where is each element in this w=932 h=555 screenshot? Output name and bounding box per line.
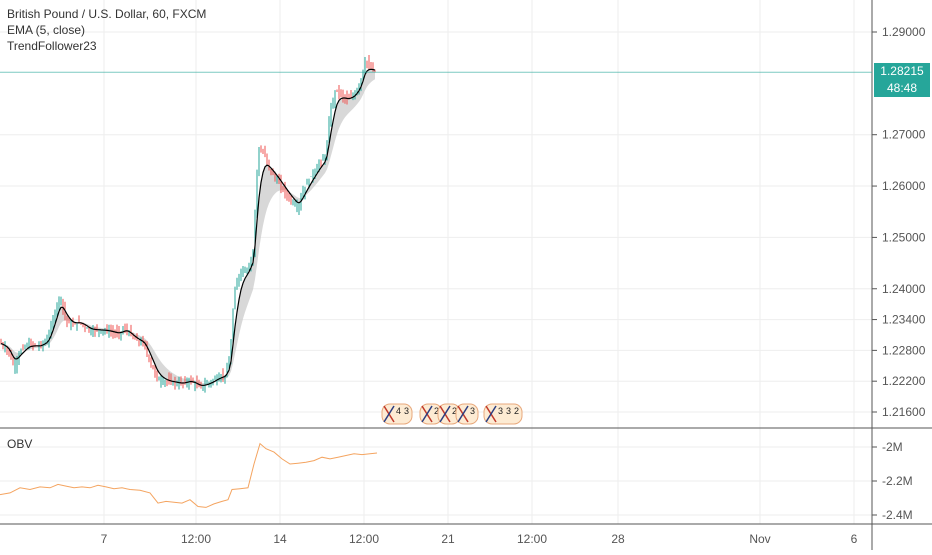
last-price-tag: 1.28215 xyxy=(874,63,930,80)
x-tick-label: 14 xyxy=(273,532,287,546)
flag-icon xyxy=(455,403,479,425)
obv-pane xyxy=(0,442,378,508)
ema-line xyxy=(0,68,376,387)
obv-tick-label: -2.2M xyxy=(882,474,913,488)
grid xyxy=(0,0,872,524)
trend-band xyxy=(1,69,375,386)
event-badges[interactable]: 432323332 xyxy=(381,403,523,425)
obv-tick-label: -2.4M xyxy=(882,508,913,522)
badge-count: 2 xyxy=(514,406,519,416)
x-tick-label: 12:00 xyxy=(517,532,547,546)
flag-icon xyxy=(381,403,413,425)
badge-count: 4 xyxy=(396,406,401,416)
flag-stripe-icon xyxy=(421,405,433,423)
y-tick-label: 1.23400 xyxy=(882,313,926,327)
flag-stripe-icon xyxy=(383,405,395,423)
badge-count: 3 xyxy=(506,406,511,416)
event-badge[interactable]: 3 xyxy=(455,403,479,425)
flag-stripe-icon xyxy=(439,405,451,423)
obv-line xyxy=(0,442,378,508)
x-tick-label: 12:00 xyxy=(349,532,379,546)
x-tick-label: 6 xyxy=(851,532,858,546)
y-tick-label: 1.22200 xyxy=(882,374,926,388)
x-tick-label: 28 xyxy=(611,532,625,546)
x-tick-label: Nov xyxy=(749,532,770,546)
x-tick-label: 21 xyxy=(441,532,455,546)
candles xyxy=(0,54,376,393)
y-tick-label: 1.24000 xyxy=(882,282,926,296)
badge-count: 3 xyxy=(404,406,409,416)
countdown-tag: 48:48 xyxy=(874,80,930,97)
x-tick-label: 7 xyxy=(101,532,108,546)
ema-fill xyxy=(1,69,375,386)
y-tick-label: 1.21600 xyxy=(882,405,926,419)
ema-path xyxy=(0,68,376,387)
symbol-title[interactable]: British Pound / U.S. Dollar, 60, FXCM xyxy=(7,7,207,21)
badge-count: 2 xyxy=(452,406,457,416)
flag-stripe-icon xyxy=(485,405,497,423)
obv-legend[interactable]: OBV xyxy=(7,437,33,451)
ema-legend[interactable]: EMA (5, close) xyxy=(7,23,86,37)
y-tick-label: 1.22800 xyxy=(882,343,926,357)
badge-count: 3 xyxy=(498,406,503,416)
y-tick-label: 1.26000 xyxy=(882,179,926,193)
obv-tick-label: -2M xyxy=(882,440,903,454)
y-tick-label: 1.27000 xyxy=(882,128,926,142)
flag-stripe-icon xyxy=(457,405,469,423)
badge-count: 3 xyxy=(470,406,475,416)
y-tick-label: 1.25000 xyxy=(882,230,926,244)
trendfollower-legend[interactable]: TrendFollower23 xyxy=(7,39,97,53)
x-tick-label: 12:00 xyxy=(181,532,211,546)
y-tick-label: 1.29000 xyxy=(882,25,926,39)
